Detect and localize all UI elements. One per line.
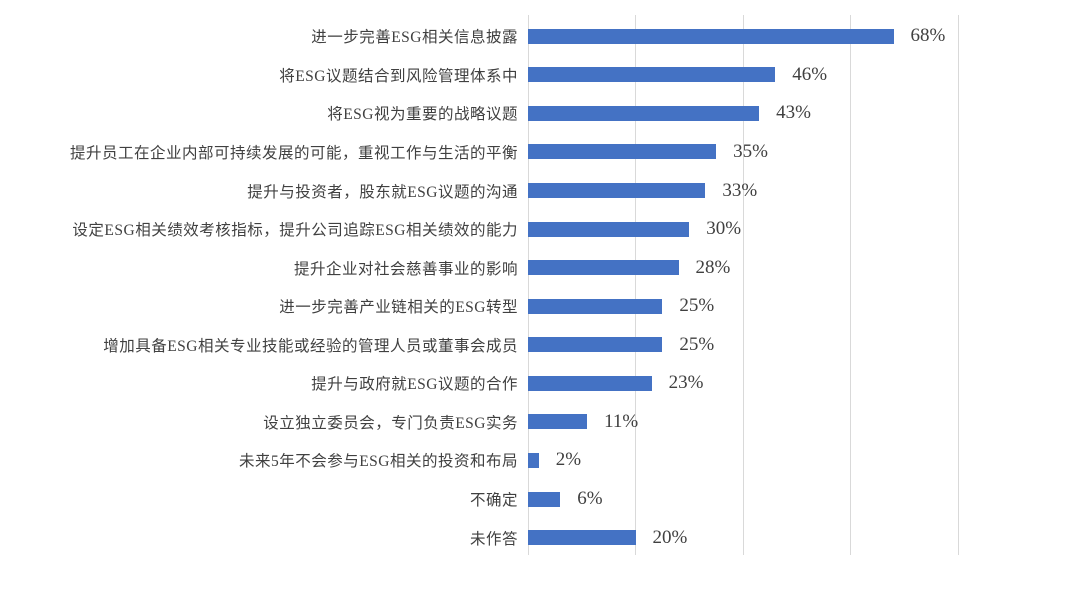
bar-cell: 20% xyxy=(528,518,1080,557)
chart-row: 不确定 6% xyxy=(0,480,1080,519)
chart-row: 进一步完善ESG相关信息披露 68% xyxy=(0,17,1080,56)
chart-row: 未作答 20% xyxy=(0,518,1080,557)
value-label: 28% xyxy=(695,256,731,278)
value-label: 20% xyxy=(652,526,688,548)
bar-cell: 30% xyxy=(528,210,1080,249)
value-label: 25% xyxy=(679,295,715,317)
category-label: 设立独立委员会，专门负责ESG实务 xyxy=(263,414,518,432)
value-label: 25% xyxy=(679,333,715,355)
category-label: 将ESG议题结合到风险管理体系中 xyxy=(279,67,518,85)
bar-cell: 68% xyxy=(528,17,1080,56)
chart-row: 未来5年不会参与ESG相关的投资和布局 2% xyxy=(0,441,1080,480)
gridline-20pct xyxy=(635,15,636,555)
bar xyxy=(528,298,663,314)
category-label: 进一步完善产业链相关的ESG转型 xyxy=(279,299,518,317)
bar xyxy=(528,105,760,121)
bar-cell: 46% xyxy=(528,56,1080,95)
bar xyxy=(528,337,663,353)
bar-cell: 35% xyxy=(528,133,1080,172)
bar xyxy=(528,67,776,83)
category-label: 提升与政府就ESG议题的合作 xyxy=(311,376,518,394)
category-label: 设定ESG相关绩效考核指标，提升公司追踪ESG相关绩效的能力 xyxy=(72,222,518,240)
gridline-80pct xyxy=(958,15,959,555)
bar-cell: 2% xyxy=(528,441,1080,480)
bar-cell: 33% xyxy=(528,171,1080,210)
bar xyxy=(528,221,690,237)
value-label: 35% xyxy=(733,140,768,162)
bar-cell: 43% xyxy=(528,94,1080,133)
bar-cell: 28% xyxy=(528,248,1080,287)
value-label: 6% xyxy=(577,488,603,510)
chart-row: 提升企业对社会慈善事业的影响 28% xyxy=(0,248,1080,287)
category-label: 进一步完善ESG相关信息披露 xyxy=(311,29,518,47)
category-label: 未来5年不会参与ESG相关的投资和布局 xyxy=(238,453,518,471)
category-label: 未作答 xyxy=(469,530,518,548)
chart-row: 提升与政府就ESG议题的合作 23% xyxy=(0,364,1080,403)
category-label: 提升与投资者，股东就ESG议题的沟通 xyxy=(247,183,518,201)
bar xyxy=(528,414,588,430)
chart-row: 将ESG视为重要的战略议题 43% xyxy=(0,94,1080,133)
bar xyxy=(528,260,679,276)
category-label: 提升员工在企业内部可持续发展的可能，重视工作与生活的平衡 xyxy=(69,144,518,162)
chart-rows: 进一步完善ESG相关信息披露 68% 将ESG议题结合到风险管理体系中 46% … xyxy=(0,17,1080,557)
category-label: 提升企业对社会慈善事业的影响 xyxy=(293,260,518,278)
value-label: 2% xyxy=(555,449,582,471)
chart-row: 设立独立委员会，专门负责ESG实务 11% xyxy=(0,403,1080,442)
value-label: 46% xyxy=(792,63,828,85)
category-label: 增加具备ESG相关专业技能或经验的管理人员或董事会成员 xyxy=(103,337,518,355)
value-label: 11% xyxy=(604,410,639,432)
value-label: 43% xyxy=(776,102,811,124)
chart-row: 增加具备ESG相关专业技能或经验的管理人员或董事会成员 25% xyxy=(0,326,1080,365)
value-label: 68% xyxy=(910,25,946,47)
bar xyxy=(528,491,561,507)
bar xyxy=(528,530,636,546)
chart-row: 设定ESG相关绩效考核指标，提升公司追踪ESG相关绩效的能力 30% xyxy=(0,210,1080,249)
bar xyxy=(528,375,652,391)
bar xyxy=(528,28,894,44)
gridline-0pct xyxy=(528,15,529,555)
category-label: 不确定 xyxy=(469,492,518,510)
gridline-60pct xyxy=(850,15,851,555)
value-label: 30% xyxy=(706,218,742,240)
bar xyxy=(528,144,717,160)
bar xyxy=(528,452,539,468)
category-label: 将ESG视为重要的战略议题 xyxy=(327,106,518,124)
bar-cell: 23% xyxy=(528,364,1080,403)
bar-cell: 6% xyxy=(528,480,1080,519)
chart-row: 进一步完善产业链相关的ESG转型 25% xyxy=(0,287,1080,326)
bar-cell: 25% xyxy=(528,326,1080,365)
bar-cell: 25% xyxy=(528,287,1080,326)
value-label: 23% xyxy=(668,372,704,394)
bar xyxy=(528,183,706,199)
chart-row: 提升与投资者，股东就ESG议题的沟通 33% xyxy=(0,171,1080,210)
chart-row: 提升员工在企业内部可持续发展的可能，重视工作与生活的平衡 35% xyxy=(0,133,1080,172)
gridline-40pct xyxy=(743,15,744,555)
bar-cell: 11% xyxy=(528,403,1080,442)
chart-row: 将ESG议题结合到风险管理体系中 46% xyxy=(0,56,1080,95)
value-label: 33% xyxy=(722,179,758,201)
